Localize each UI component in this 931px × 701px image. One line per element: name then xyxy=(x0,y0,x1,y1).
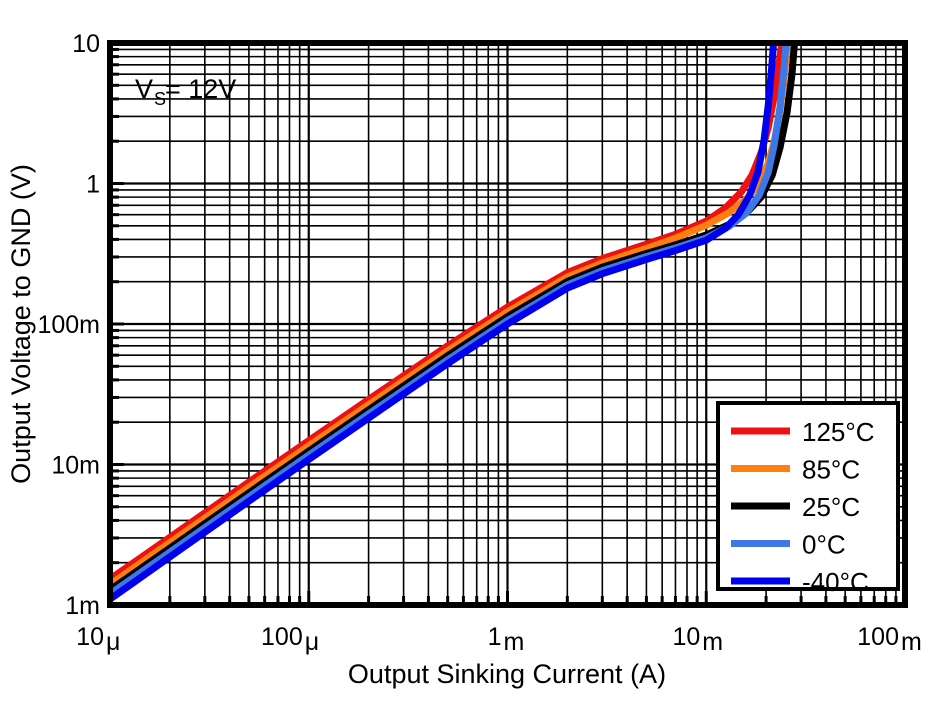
legend-item[interactable]: 85°C xyxy=(731,455,860,485)
annotation-subscript: S xyxy=(154,89,166,109)
x-axis-title: Output Sinking Current (A) xyxy=(348,659,666,689)
legend-item[interactable]: 125°C xyxy=(731,417,875,447)
x-axis-tick-labels: 10 μ 100 μ 1 m 10 m 100 m xyxy=(76,623,922,656)
y-tick-label: 10 xyxy=(72,30,100,58)
x-tick-label: 10 μ xyxy=(76,623,120,656)
legend-label: 125°C xyxy=(802,417,875,447)
y-axis-tick-labels: 1m 10m 100m 1 10 xyxy=(37,30,100,620)
x-tick-label-number: 100 xyxy=(857,623,899,651)
y-tick-label: 1 xyxy=(86,171,100,199)
legend-item[interactable]: -40°C xyxy=(731,567,869,597)
legend-item[interactable]: 0°C xyxy=(731,530,846,560)
y-tick-label: 1m xyxy=(65,592,100,620)
x-tick-label-unit: m xyxy=(504,628,525,656)
x-tick-label: 10 m xyxy=(672,623,723,656)
series-line xyxy=(110,43,778,603)
x-tick-label-unit: μ xyxy=(305,628,319,656)
legend-label: -40°C xyxy=(802,567,869,597)
x-tick-label-unit: μ xyxy=(106,628,120,656)
legend-label: 85°C xyxy=(802,455,860,485)
data-series-layer xyxy=(110,43,798,603)
x-tick-label-number: 1 xyxy=(488,623,502,651)
y-tick-label: 100m xyxy=(37,311,100,339)
legend-label: 0°C xyxy=(802,530,846,560)
supply-voltage-annotation: V S = 12V xyxy=(135,74,236,109)
legend-items: 125°C 85°C 25°C 0°C -40°C xyxy=(731,417,875,597)
chart-legend: 125°C 85°C 25°C 0°C -40°C xyxy=(716,401,900,597)
x-tick-label-number: 100 xyxy=(261,623,303,651)
legend-item[interactable]: 25°C xyxy=(731,492,860,522)
y-axis-title: Output Voltage to GND (V) xyxy=(6,164,36,484)
annotation-suffix: = 12V xyxy=(165,74,236,104)
x-tick-label: 100 μ xyxy=(261,623,319,656)
y-tick-label: 10m xyxy=(51,452,100,480)
legend-label: 25°C xyxy=(802,492,860,522)
x-tick-label: 100 m xyxy=(857,623,922,656)
annotation-prefix: V xyxy=(135,74,153,104)
x-tick-label-number: 10 xyxy=(672,623,700,651)
x-tick-label-number: 10 xyxy=(76,623,104,651)
axis-ticks xyxy=(108,41,907,607)
x-tick-label-unit: m xyxy=(901,628,922,656)
x-tick-label-unit: m xyxy=(702,628,723,656)
